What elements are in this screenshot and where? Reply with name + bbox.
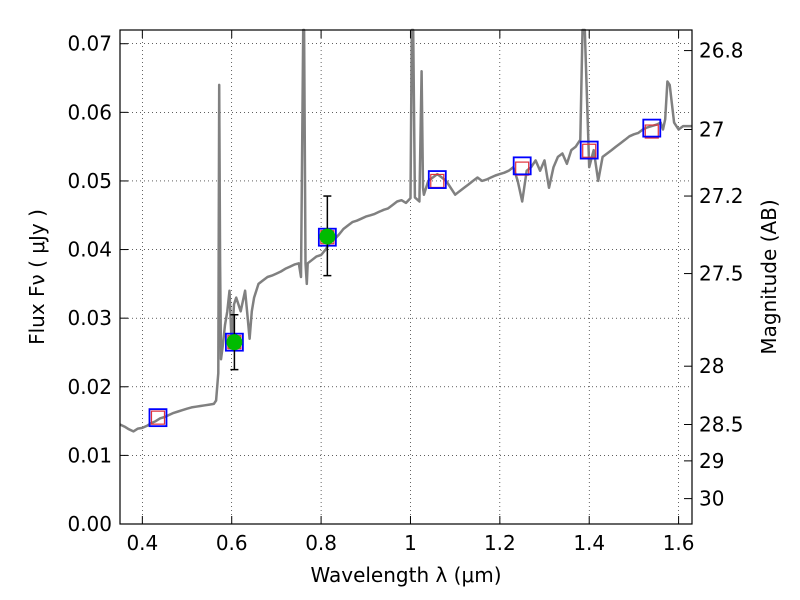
y2-axis-label: Magnitude (AB) — [757, 199, 781, 354]
x-axis-label: Wavelength λ (μm) — [310, 563, 501, 587]
y2-tick-label: 26.8 — [699, 39, 744, 63]
y2-tick-label: 28.5 — [699, 413, 744, 437]
x-tick-label: 1.6 — [663, 531, 695, 555]
y-tick-label: 0.02 — [67, 375, 112, 399]
x-tick-label: 1 — [404, 531, 417, 555]
y-tick-label: 0.04 — [67, 238, 112, 262]
x-tick-label: 1.4 — [573, 531, 605, 555]
y-tick-label: 0.06 — [67, 100, 112, 124]
model-flux-marker — [582, 143, 597, 158]
y-tick-label: 0.03 — [67, 306, 112, 330]
band-flux-marker — [148, 408, 168, 428]
y-tick-label: 0.01 — [67, 443, 112, 467]
detections — [226, 195, 336, 371]
band-markers — [148, 118, 662, 428]
x-tick-label: 0.4 — [126, 531, 158, 555]
axis-ticks: 0.4 0.6 0.8 1 1.2 1.4 1.6 0.00 0.01 0.02 0.03 0.04 0… — [67, 30, 744, 555]
y-axis-label: Flux Fν ( μJy ) — [25, 209, 49, 345]
detection-point — [319, 228, 336, 245]
model-flux-marker — [150, 410, 166, 425]
detection-point — [226, 334, 243, 351]
y2-tick-label: 27.2 — [699, 184, 744, 208]
grid — [120, 30, 692, 525]
x-tick-label: 0.8 — [305, 531, 337, 555]
y-tick-label: 0.07 — [67, 32, 112, 56]
spectrum-series — [119, 28, 692, 433]
y-tick-label: 0.00 — [67, 512, 112, 536]
y2-tick-label: 28 — [699, 354, 724, 378]
plot-frame — [119, 29, 693, 525]
x-tick-label: 1.2 — [484, 531, 516, 555]
spectrum-line — [119, 28, 692, 433]
y2-tick-label: 29 — [699, 449, 724, 473]
y2-tick-label: 27 — [699, 117, 724, 141]
x-tick-label: 0.6 — [216, 531, 248, 555]
band-flux-marker — [642, 118, 662, 138]
y-tick-label: 0.05 — [67, 169, 112, 193]
band-flux-marker — [427, 170, 447, 189]
y2-tick-label: 27.5 — [699, 262, 744, 286]
model-flux-marker — [644, 124, 659, 139]
band-flux-marker — [512, 156, 532, 176]
y2-tick-label: 30 — [699, 487, 724, 511]
band-flux-marker — [579, 140, 599, 160]
